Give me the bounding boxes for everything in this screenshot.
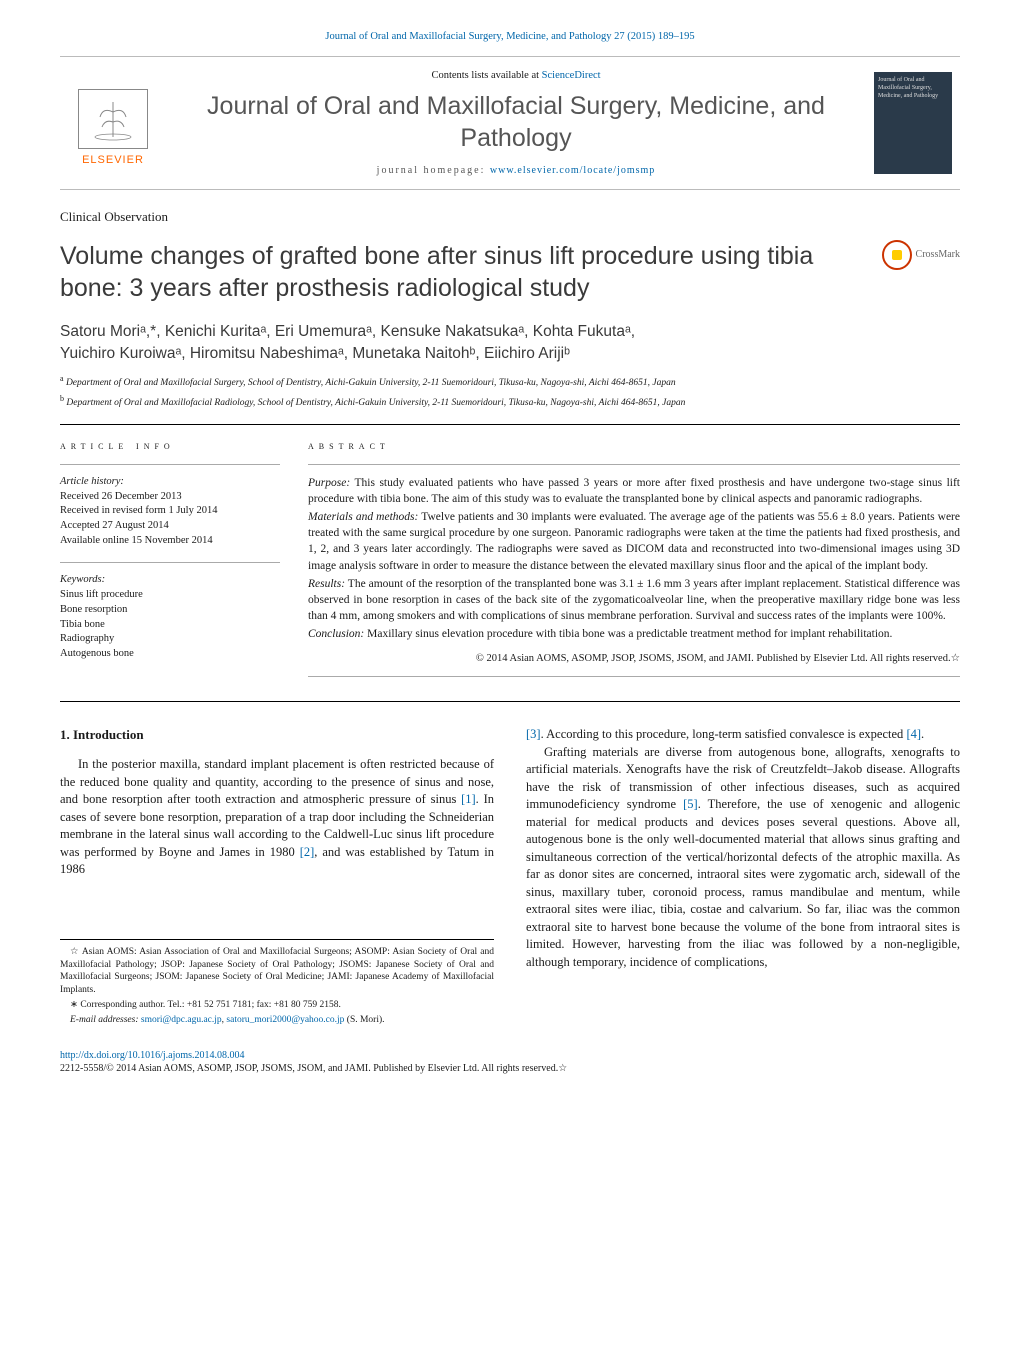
elsevier-tree-icon	[78, 89, 148, 149]
affiliation-text: Department of Oral and Maxillofacial Sur…	[66, 378, 676, 388]
journal-name: Journal of Oral and Maxillofacial Surger…	[178, 91, 854, 154]
footnotes: ☆ Asian AOMS: Asian Association of Oral …	[60, 939, 494, 1027]
footnote-corresponding: ∗ Corresponding author. Tel.: +81 52 751…	[60, 999, 494, 1012]
article-info-head: article info	[60, 439, 280, 454]
history-item: Received 26 December 2013	[60, 490, 280, 505]
abstract-conclusion: Conclusion: Maxillary sinus elevation pr…	[308, 626, 960, 642]
authors-line: Satoru Moriᵃ,*, Kenichi Kuritaᵃ, Eri Ume…	[60, 321, 960, 343]
ref-link[interactable]: [3]	[526, 727, 541, 741]
keyword: Tibia bone	[60, 618, 280, 633]
body-paragraph: In the posterior maxilla, standard impla…	[60, 756, 494, 879]
contents-available-line: Contents lists available at ScienceDirec…	[178, 69, 854, 83]
footer-copyright: 2212-5558/© 2014 Asian AOMS, ASOMP, JSOP…	[60, 1062, 960, 1076]
crossmark-icon	[882, 240, 912, 270]
email-link[interactable]: satoru_mori2000@yahoo.co.jp	[226, 1015, 344, 1025]
text: . According to this procedure, long-term…	[541, 727, 907, 741]
body-column-right: [3]. According to this procedure, long-t…	[526, 726, 960, 1029]
history-label: Article history:	[60, 475, 280, 490]
lead: Materials and methods:	[308, 511, 418, 523]
abstract-results: Results: The amount of the resorption of…	[308, 576, 960, 624]
doi-link[interactable]: http://dx.doi.org/10.1016/j.ajoms.2014.0…	[60, 1049, 960, 1063]
footnote-societies: ☆ Asian AOMS: Asian Association of Oral …	[60, 946, 494, 997]
body-paragraph: [3]. According to this procedure, long-t…	[526, 726, 960, 744]
journal-header-band: ELSEVIER Contents lists available at Sci…	[60, 56, 960, 190]
history-item: Available online 15 November 2014	[60, 534, 280, 549]
authors: Satoru Moriᵃ,*, Kenichi Kuritaᵃ, Eri Ume…	[60, 321, 960, 364]
crossmark-badge[interactable]: CrossMark	[882, 240, 960, 270]
ref-link[interactable]: [5]	[683, 797, 698, 811]
keyword: Bone resorption	[60, 603, 280, 618]
elsevier-logo: ELSEVIER	[68, 78, 158, 168]
affiliation-text: Department of Oral and Maxillofacial Rad…	[66, 398, 685, 408]
abstract-text: The amount of the resorption of the tran…	[308, 578, 960, 622]
journal-homepage-line: journal homepage: www.elsevier.com/locat…	[178, 164, 854, 178]
journal-cover-thumb: Journal of Oral and Maxillofacial Surger…	[874, 72, 952, 174]
affiliation: a Department of Oral and Maxillofacial S…	[60, 374, 960, 390]
abstract-copyright: © 2014 Asian AOMS, ASOMP, JSOP, JSOMS, J…	[308, 652, 960, 666]
section-heading: 1. Introduction	[60, 726, 494, 744]
abstract-purpose: Purpose: This study evaluated patients w…	[308, 475, 960, 507]
article-type: Clinical Observation	[60, 208, 960, 226]
keyword: Autogenous bone	[60, 647, 280, 662]
body-column-left: 1. Introduction In the posterior maxilla…	[60, 726, 494, 1029]
running-head: Journal of Oral and Maxillofacial Surger…	[60, 30, 960, 44]
keywords: Keywords: Sinus lift procedure Bone reso…	[60, 573, 280, 661]
email-label: E-mail addresses:	[70, 1015, 141, 1025]
article-title: Volume changes of grafted bone after sin…	[60, 240, 882, 305]
sciencedirect-link[interactable]: ScienceDirect	[542, 70, 601, 81]
keywords-label: Keywords:	[60, 573, 280, 588]
abstract-methods: Materials and methods: Twelve patients a…	[308, 509, 960, 573]
email-link[interactable]: smori@dpc.agu.ac.jp	[141, 1015, 222, 1025]
keyword: Sinus lift procedure	[60, 588, 280, 603]
contents-prefix: Contents lists available at	[431, 70, 541, 81]
text: In the posterior maxilla, standard impla…	[60, 757, 494, 806]
lead: Results:	[308, 578, 345, 590]
elsevier-wordmark: ELSEVIER	[82, 153, 144, 168]
affiliation: b Department of Oral and Maxillofacial R…	[60, 394, 960, 410]
ref-link[interactable]: [4]	[906, 727, 921, 741]
body-paragraph: Grafting materials are diverse from auto…	[526, 744, 960, 972]
keyword: Radiography	[60, 632, 280, 647]
text: .	[921, 727, 924, 741]
footnote-emails: E-mail addresses: smori@dpc.agu.ac.jp, s…	[60, 1014, 494, 1027]
homepage-link[interactable]: www.elsevier.com/locate/jomsmp	[490, 165, 655, 176]
lead: Purpose:	[308, 477, 350, 489]
authors-line: Yuichiro Kuroiwaᵃ, Hiromitsu Nabeshimaᵃ,…	[60, 343, 960, 365]
homepage-prefix: journal homepage:	[377, 165, 490, 176]
ref-link[interactable]: [2]	[300, 845, 315, 859]
text: . Therefore, the use of xenogenic and al…	[526, 797, 960, 969]
page-footer: http://dx.doi.org/10.1016/j.ajoms.2014.0…	[60, 1049, 960, 1076]
article-history: Article history: Received 26 December 20…	[60, 475, 280, 548]
abstract-text: Maxillary sinus elevation procedure with…	[364, 628, 892, 640]
text: (S. Mori).	[344, 1015, 384, 1025]
lead: Conclusion:	[308, 628, 364, 640]
history-item: Accepted 27 August 2014	[60, 519, 280, 534]
history-item: Received in revised form 1 July 2014	[60, 504, 280, 519]
ref-link[interactable]: [1]	[461, 792, 476, 806]
crossmark-label: CrossMark	[916, 248, 960, 262]
abstract-text: This study evaluated patients who have p…	[308, 477, 960, 505]
abstract-head: abstract	[308, 439, 960, 454]
